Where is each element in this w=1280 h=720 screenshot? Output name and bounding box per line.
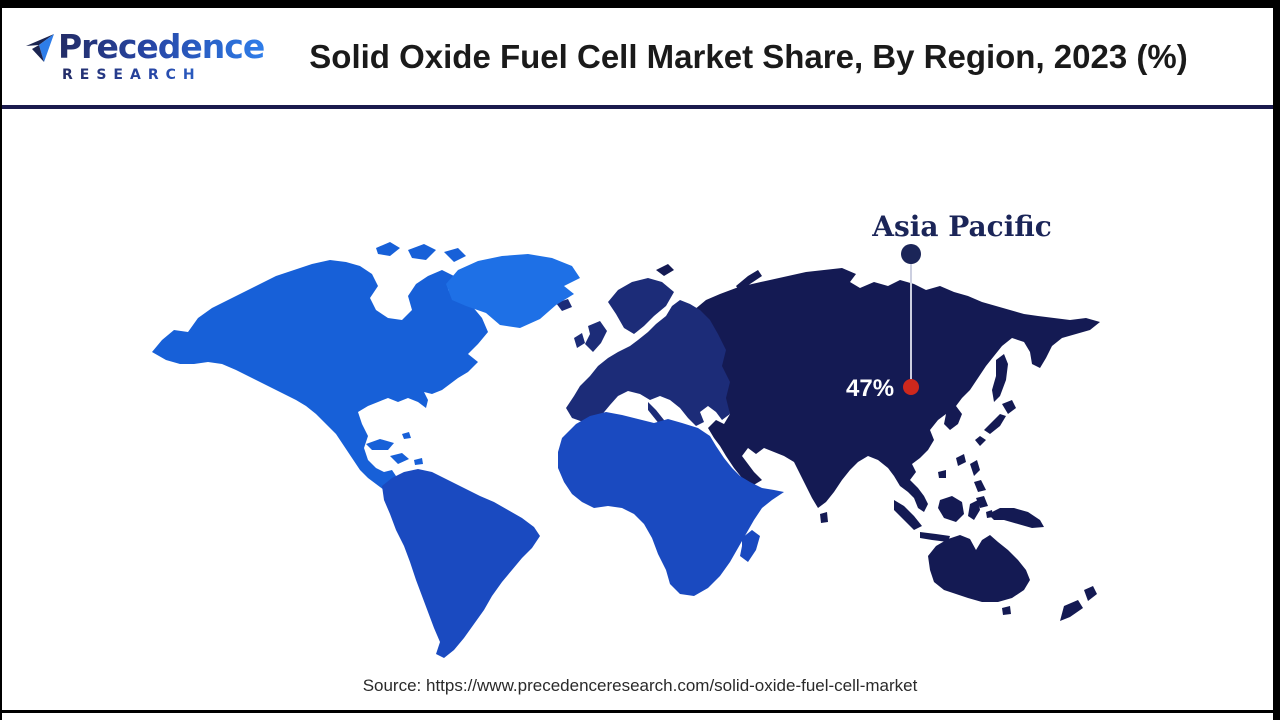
java	[920, 532, 950, 542]
europe-mainland	[566, 300, 730, 426]
bahamas	[402, 432, 411, 439]
callout-value-label: 47%	[846, 375, 895, 402]
header-divider	[0, 105, 1280, 109]
hispaniola	[390, 453, 409, 464]
novaya-zemlya	[736, 270, 762, 292]
new-zealand-north	[1084, 586, 1097, 601]
scandinavia	[608, 278, 674, 334]
south-america-mainland	[382, 469, 540, 658]
region-south-america	[382, 469, 540, 658]
sri-lanka	[820, 512, 828, 523]
tasmania	[1002, 606, 1011, 615]
arctic-island-1	[376, 242, 400, 256]
paper-plane-icon	[26, 34, 54, 62]
asia-mainland	[694, 268, 1100, 512]
sumatra	[894, 500, 922, 530]
madagascar	[740, 530, 760, 562]
australia	[928, 535, 1030, 602]
precedence-logo: Precedence RESEARCH	[0, 30, 265, 83]
hainan	[938, 470, 946, 478]
japan-kyushu	[975, 436, 986, 446]
callout-data-dot	[903, 379, 919, 395]
arctic-island-3	[444, 248, 466, 262]
japan-honshu	[984, 414, 1006, 434]
logo-brand-text: Precedence	[58, 27, 265, 66]
sulawesi	[968, 500, 980, 520]
page-title: Solid Oxide Fuel Cell Market Share, By R…	[309, 37, 1188, 75]
north-america-mainland	[152, 260, 488, 490]
taiwan	[956, 454, 966, 466]
puerto-rico	[414, 458, 423, 465]
great-britain	[585, 321, 607, 352]
arctic-island-2	[408, 244, 436, 260]
callout-region-label: Asia Pacific	[872, 210, 1052, 243]
callout-anchor-circle	[901, 244, 921, 264]
cuba	[366, 439, 394, 450]
new-zealand-south	[1060, 600, 1083, 621]
philippines-1	[970, 460, 980, 476]
region-europe	[556, 278, 730, 436]
source-attribution: Source: https://www.precedenceresearch.c…	[362, 676, 918, 695]
ireland	[574, 333, 585, 348]
callout-marker	[901, 244, 921, 395]
region-asia-pacific	[656, 264, 1100, 621]
region-africa	[558, 412, 784, 596]
svalbard	[656, 264, 674, 276]
bottom-border-line	[0, 710, 1280, 713]
africa-mainland	[558, 412, 784, 596]
borneo	[938, 496, 964, 522]
japan-hokkaido	[1002, 400, 1016, 414]
philippines-2	[974, 480, 986, 492]
region-greenland	[446, 254, 580, 328]
header: Precedence RESEARCH Solid Oxide Fuel Cel…	[0, 8, 1280, 105]
greenland	[446, 254, 580, 328]
new-guinea	[988, 508, 1044, 528]
logo-sub-text: RESEARCH	[62, 67, 264, 83]
sakhalin	[992, 354, 1008, 402]
region-north-america	[152, 242, 488, 490]
